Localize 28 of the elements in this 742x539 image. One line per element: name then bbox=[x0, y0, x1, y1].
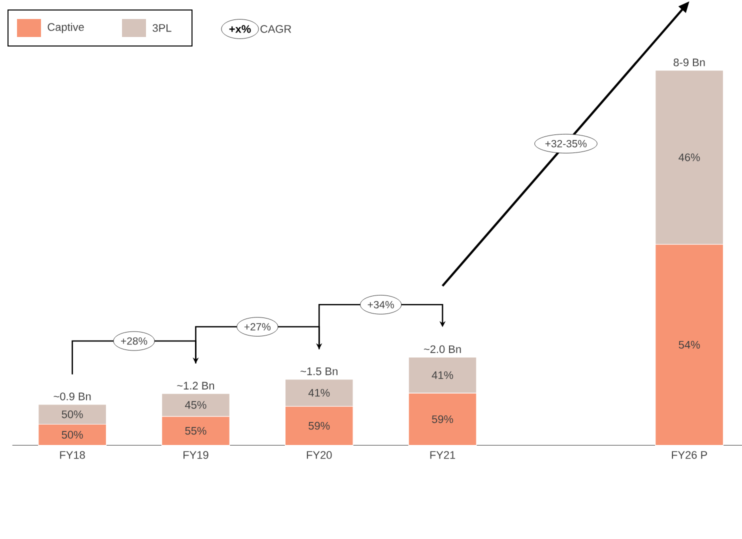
x-tick-label: FY18 bbox=[60, 451, 85, 459]
annotation: ~1.2 Bn bbox=[177, 382, 214, 390]
legend-label: 3PL bbox=[152, 24, 172, 32]
annotation: 50% bbox=[62, 410, 83, 418]
text: 8-9 Bn bbox=[674, 58, 705, 66]
text: CAGR bbox=[260, 25, 292, 33]
x-tick-label: FY26 P bbox=[672, 451, 708, 459]
annotation: 41% bbox=[308, 388, 330, 397]
annotation: ~1.5 Bn bbox=[300, 368, 338, 376]
x-tick-label: FY19 bbox=[184, 451, 208, 459]
annotation: 46% bbox=[678, 153, 700, 162]
annotation: 45% bbox=[185, 401, 206, 409]
text: +x% bbox=[229, 25, 251, 33]
annotation: 41% bbox=[432, 371, 454, 379]
annotation: +28% bbox=[121, 337, 148, 345]
annotation: 59% bbox=[432, 415, 454, 424]
legend-label: Captive bbox=[48, 22, 84, 34]
annotation: +27% bbox=[244, 323, 271, 330]
annotation: 59% bbox=[308, 422, 330, 430]
x-tick-label: FY21 bbox=[430, 451, 456, 459]
annotation: 55% bbox=[185, 426, 206, 435]
annotation: 50% bbox=[62, 430, 83, 439]
annotation: 54% bbox=[678, 340, 700, 349]
annotation: +34% bbox=[368, 300, 394, 308]
x-tick-label: FY20 bbox=[306, 451, 332, 459]
annotation: ~2.0 Bn bbox=[424, 345, 461, 354]
annotation: +32-35% bbox=[545, 140, 587, 148]
annotation: ~0.9 Bn bbox=[54, 392, 91, 400]
